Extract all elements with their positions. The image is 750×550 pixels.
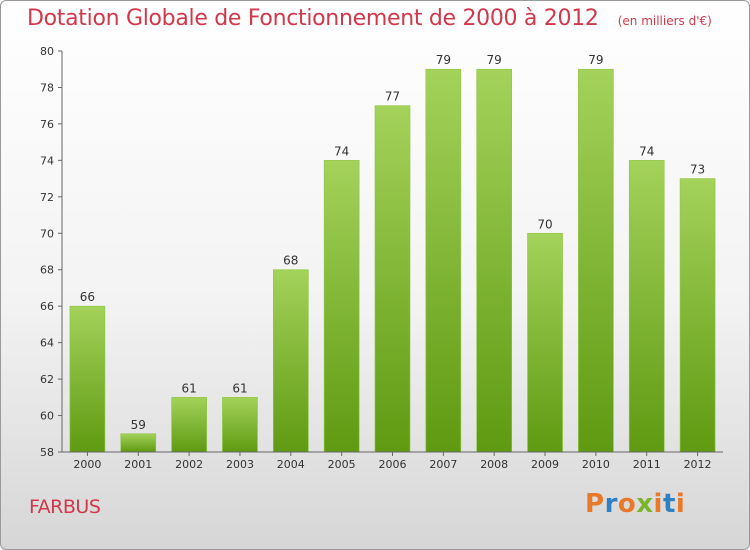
bar [476, 68, 512, 453]
bar [527, 232, 563, 453]
y-axis: 58 60 62 64 66 68 70 72 74 76 78 80 [40, 45, 63, 459]
x-tick-label: 2008 [480, 458, 508, 471]
x-tick-label: 2000 [73, 458, 101, 471]
x-tick-label: 2010 [582, 458, 610, 471]
y-tick-label: 80 [40, 45, 54, 58]
y-tick-label: 62 [40, 373, 54, 386]
x-tick-label: 2007 [429, 458, 457, 471]
y-tick-label: 76 [40, 118, 54, 131]
logo-letter: i [653, 489, 663, 519]
bar-value-label: 74 [639, 144, 654, 158]
y-tick-label: 64 [40, 337, 54, 350]
y-tick-label: 58 [40, 446, 54, 459]
x-tick-label: 2002 [175, 458, 203, 471]
bar-value-label: 77 [385, 90, 400, 104]
logo-letter: r [604, 489, 618, 519]
bar-value-label: 61 [181, 381, 196, 395]
x-tick-label: 2009 [531, 458, 559, 471]
x-tick-label: 2012 [684, 458, 712, 471]
logo-letter: x [636, 489, 654, 519]
bars: 66 59 61 61 68 74 77 79 79 70 79 74 73 [69, 53, 716, 453]
bar [374, 105, 411, 453]
y-tick-label: 66 [40, 300, 54, 313]
x-tick-label: 2003 [226, 458, 254, 471]
bar-value-label: 68 [283, 254, 298, 268]
bar [171, 397, 207, 453]
x-axis: 2000 2001 2002 2003 2004 2005 2006 2007 2008 2009… [62, 451, 723, 471]
bar [425, 68, 462, 453]
bar [323, 160, 360, 453]
bar-value-label: 79 [436, 53, 451, 67]
y-tick-label: 72 [40, 191, 54, 204]
bar [273, 269, 309, 453]
bar-value-label: 61 [232, 381, 247, 395]
bar [628, 160, 665, 453]
place-name: FARBUS [29, 496, 101, 518]
y-tick-label: 70 [40, 227, 54, 240]
bar-value-label: 79 [487, 53, 502, 67]
x-tick-label: 2011 [633, 458, 661, 471]
bar [222, 397, 258, 453]
logo-letter: t [662, 489, 676, 519]
chart-title: Dotation Globale de Fonctionnement de 20… [27, 6, 599, 31]
bar [120, 433, 157, 453]
y-tick-label: 60 [40, 410, 54, 423]
x-tick-label: 2004 [277, 458, 305, 471]
y-tick-label: 74 [40, 154, 54, 167]
bar-value-label: 70 [537, 217, 552, 231]
y-tick-label: 68 [40, 264, 54, 277]
x-tick-label: 2006 [379, 458, 407, 471]
logo-letter: o [617, 489, 637, 519]
bar [69, 305, 106, 453]
logo-letter: P [585, 489, 605, 519]
chart-subtitle: (en milliers d'€) [617, 14, 712, 28]
x-tick-label: 2005 [328, 458, 356, 471]
logo-letter: i [675, 489, 686, 519]
y-tick-label: 78 [40, 81, 54, 94]
title-row: Dotation Globale de Fonctionnement de 20… [27, 6, 712, 31]
proxiti-logo: Proxiti [585, 489, 685, 519]
bar-value-label: 66 [80, 290, 95, 304]
bar [679, 178, 716, 453]
bar-value-label: 79 [588, 53, 603, 67]
bar-value-label: 73 [690, 163, 705, 177]
bar-value-label: 74 [334, 144, 349, 158]
x-tick-label: 2001 [124, 458, 152, 471]
bar [578, 68, 614, 453]
bar-value-label: 59 [131, 418, 146, 432]
